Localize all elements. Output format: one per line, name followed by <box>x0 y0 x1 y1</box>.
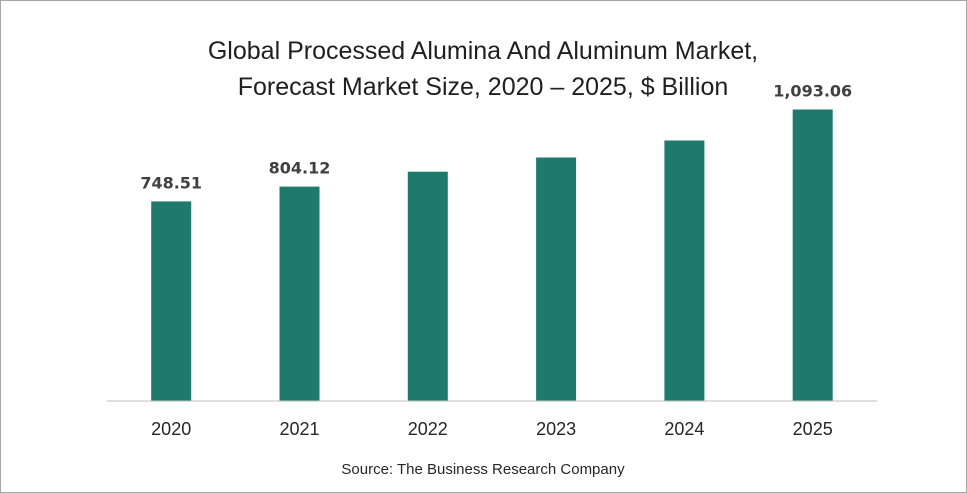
x-tick-label-2025: 2025 <box>793 419 833 439</box>
bar-2024 <box>664 140 705 401</box>
x-tick-labels-group: 2020 2021 2022 2023 2024 2025 <box>151 419 833 439</box>
data-label-2025: 1,093.06 <box>773 82 852 101</box>
chart-title-line-2: Forecast Market Size, 2020 – 2025, $ Bil… <box>238 73 729 101</box>
bar-2023 <box>536 157 577 401</box>
bars-group <box>151 109 833 401</box>
bar-2020 <box>151 201 192 401</box>
x-tick-label-2022: 2022 <box>408 419 448 439</box>
x-tick-label-2020: 2020 <box>151 419 191 439</box>
x-tick-label-2023: 2023 <box>536 419 576 439</box>
chart-title-line-1: Global Processed Alumina And Aluminum Ma… <box>208 37 758 65</box>
bar-2022 <box>407 171 448 401</box>
data-label-2021: 804.12 <box>269 159 331 178</box>
x-tick-label-2021: 2021 <box>279 419 319 439</box>
data-labels-group: 748.51 804.12 1,093.06 <box>140 82 852 193</box>
source-note: Source: The Business Research Company <box>341 461 625 478</box>
bar-2021 <box>279 186 320 401</box>
data-label-2020: 748.51 <box>140 173 202 192</box>
x-tick-label-2024: 2024 <box>664 419 704 439</box>
bar-2025 <box>792 109 833 401</box>
